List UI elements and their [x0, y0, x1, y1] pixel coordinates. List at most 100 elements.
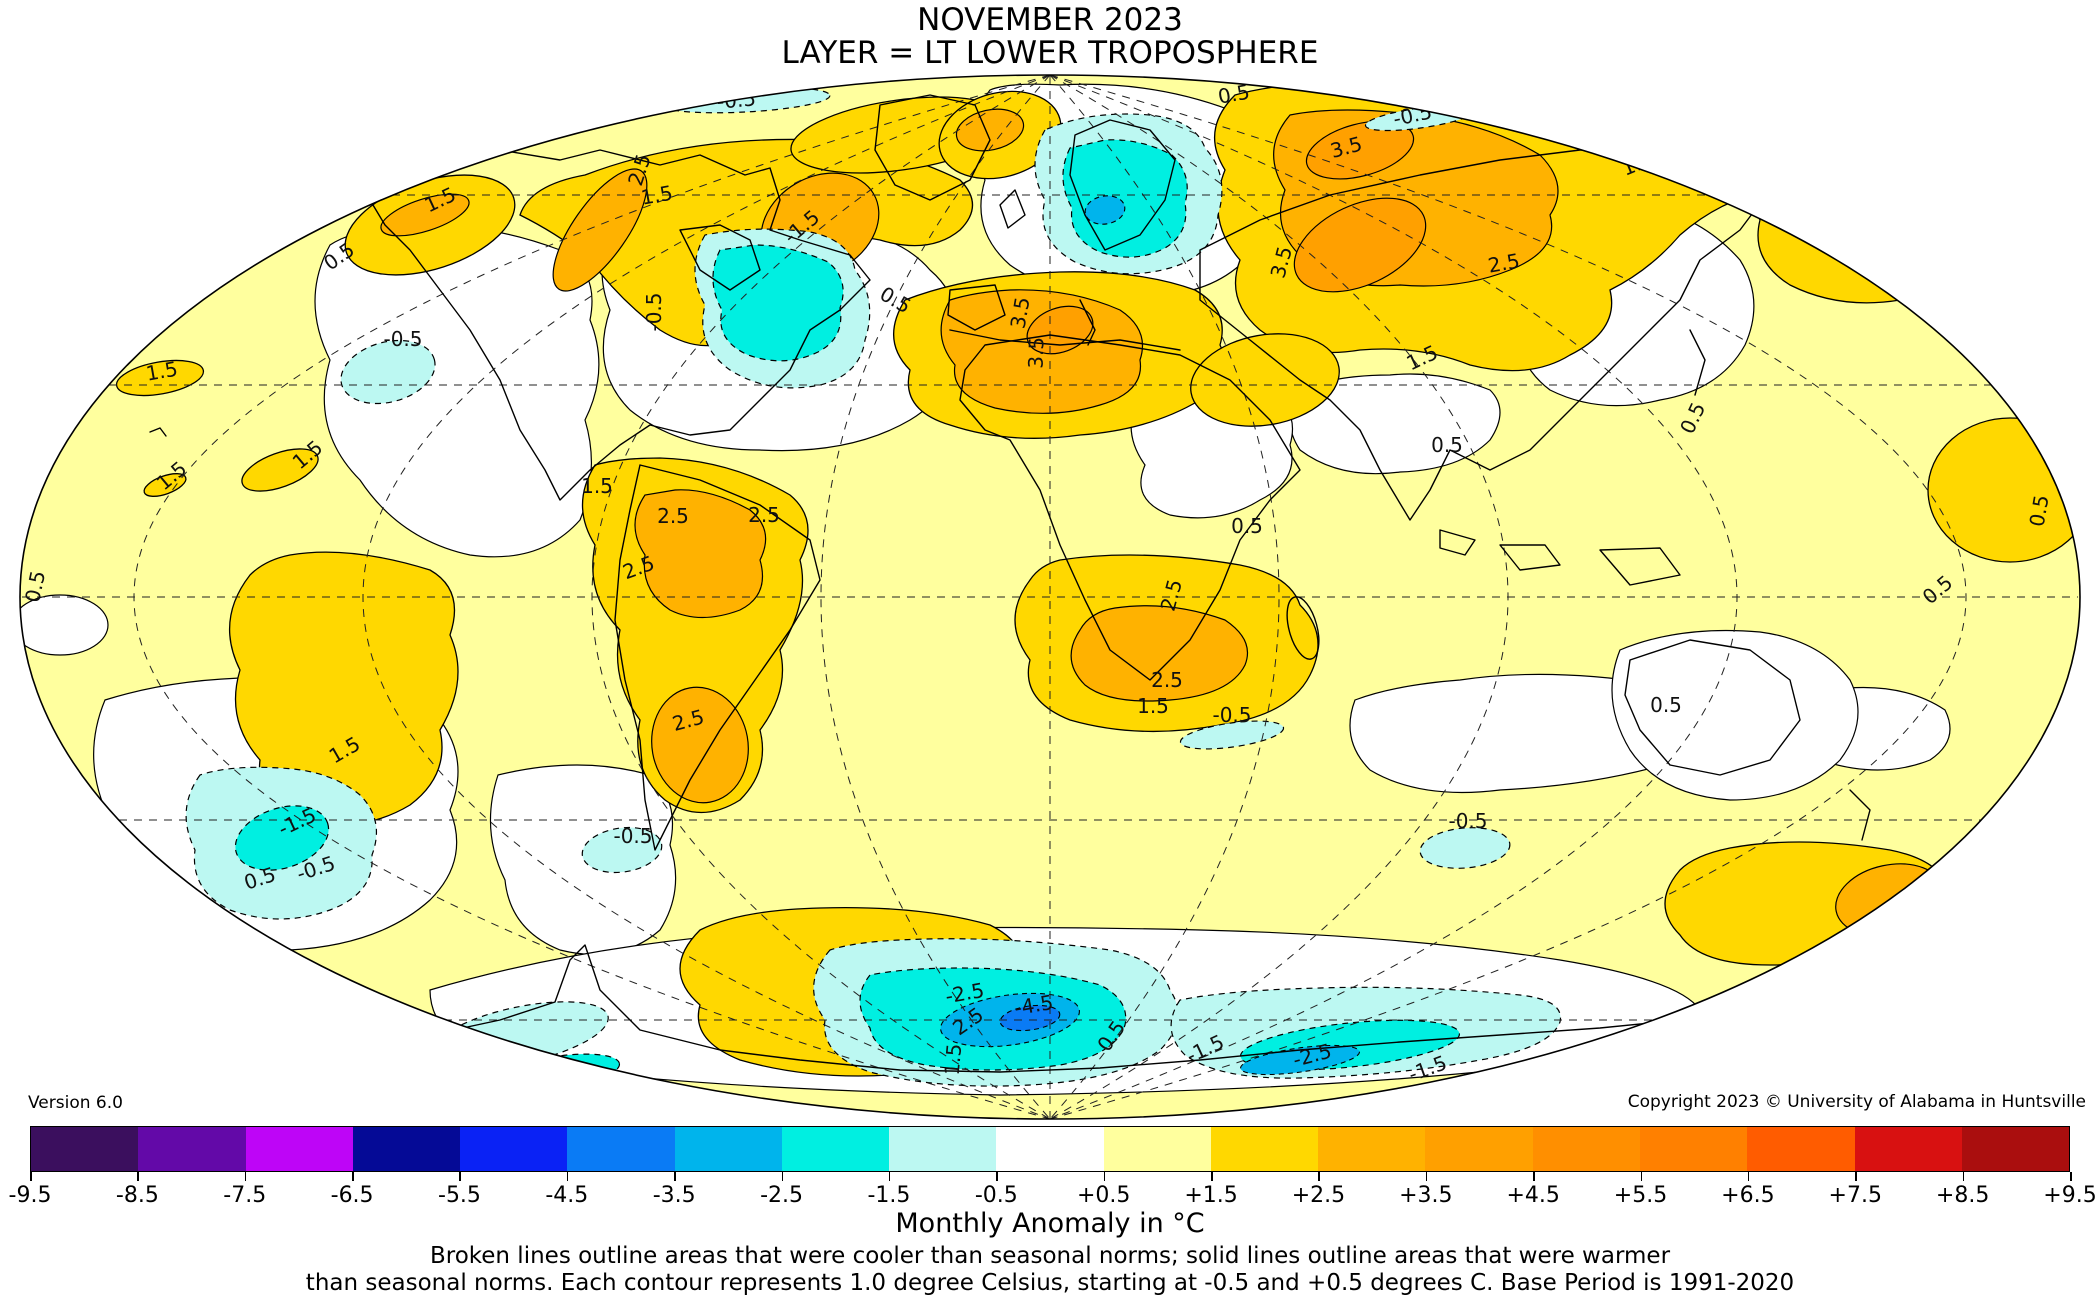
- contour-label: -0.5: [383, 327, 422, 351]
- colorbar-segment: [352, 1127, 461, 1171]
- colorbar-segment: [1961, 1127, 2070, 1171]
- contour-label: 0.5: [1431, 433, 1463, 457]
- colorbar-tick: [1747, 1172, 1750, 1181]
- colorbar-tick: [2070, 1172, 2072, 1181]
- colorbar-segment: [1210, 1127, 1319, 1171]
- colorbar-tick: [1103, 1172, 1106, 1181]
- contour-label: 1.5: [1989, 184, 2029, 221]
- contour-label: 2.5: [657, 504, 689, 528]
- anomaly-map: 0.5 -0.51.52.51.50.5-0.5-0.5-1.50.50.5-0.…: [19, 74, 2081, 1120]
- colorbar-tick-labels: -9.5 -8.5 -7.5 -6.5 -5.5 -4.5 -3.5 -2.5 -1.5 -0.5…: [0, 1183, 2100, 1211]
- contour-label: -0.5: [1448, 809, 1487, 833]
- copyright-label: Copyright 2023 © University of Alabama i…: [1627, 1092, 2086, 1112]
- colorbar-tick: [888, 1172, 891, 1181]
- colorbar-tick-label: +5.5: [1613, 1183, 1668, 1208]
- map-outline: [19, 74, 2081, 1120]
- colorbar-tick-label: -6.5: [330, 1183, 374, 1208]
- colorbar-segment: [31, 1127, 139, 1171]
- colorbar-segment: [138, 1127, 246, 1171]
- colorbar-tick: [459, 1172, 461, 1181]
- contour-label: 0.5: [1231, 514, 1263, 538]
- colorbar-segment: [674, 1127, 782, 1171]
- colorbar-tick-label: +8.5: [1935, 1183, 1990, 1208]
- contour-label: 1.5: [639, 181, 674, 210]
- colorbar-tick: [1855, 1172, 1857, 1181]
- colorbar-segment: [1532, 1127, 1640, 1171]
- colorbar-segment: [1639, 1127, 1748, 1171]
- colorbar-segment: [245, 1127, 353, 1171]
- colorbar-tick: [244, 1172, 247, 1181]
- colorbar-tick-label: -0.5: [974, 1183, 1018, 1208]
- colorbar-tick: [1962, 1172, 1965, 1181]
- map-title: NOVEMBER 2023 LAYER = LT LOWER TROPOSPHE…: [0, 4, 2100, 69]
- colorbar-tick-label: +3.5: [1399, 1183, 1453, 1208]
- colorbar-segment: [996, 1127, 1104, 1171]
- colorbar-tick: [1318, 1172, 1320, 1181]
- colorbar-tick: [1533, 1172, 1535, 1181]
- colorbar-segment: [781, 1127, 890, 1171]
- colorbar-tick: [30, 1172, 32, 1181]
- colorbar-segment: [1425, 1127, 1533, 1171]
- colorbar-tick-label: -2.5: [760, 1183, 804, 1208]
- colorbar-tick-label: +0.5: [1076, 1183, 1131, 1208]
- colorbar-segment: [1318, 1127, 1426, 1171]
- contour-label: 1.5: [940, 1042, 967, 1076]
- colorbar-segment: [889, 1127, 997, 1171]
- colorbar-tick-label: +7.5: [1828, 1183, 1882, 1208]
- contour-label: 1.5: [1137, 694, 1169, 718]
- colorbar-tick-label: -3.5: [652, 1183, 696, 1208]
- colorbar-tick-label: +9.5: [2043, 1183, 2097, 1208]
- colorbar-ticks: [0, 1172, 2100, 1182]
- contour-label: 2.5: [1486, 249, 1521, 278]
- colorbar-tick-label: -4.5: [545, 1183, 589, 1208]
- warm-anomaly-regions: [115, 79, 2080, 1077]
- contour-label: 1.5: [581, 474, 613, 498]
- colorbar-tick-label: -9.5: [8, 1183, 52, 1208]
- colorbar: [30, 1126, 2070, 1172]
- colorbar-segment: [567, 1127, 675, 1171]
- caption-line2: than seasonal norms. Each contour repres…: [305, 1270, 1795, 1296]
- contour-label: 3.5: [1006, 295, 1035, 330]
- colorbar-tick: [1640, 1172, 1643, 1181]
- contour-label: -0.5: [642, 292, 666, 331]
- colorbar-tick-label: +6.5: [1721, 1183, 1775, 1208]
- contour-label: 2.5: [1151, 668, 1183, 692]
- colorbar-tick: [137, 1172, 139, 1181]
- colorbar-tick: [996, 1172, 998, 1181]
- colorbar-tick: [674, 1172, 676, 1181]
- colorbar-tick-label: -7.5: [223, 1183, 267, 1208]
- title-layer: LAYER = LT LOWER TROPOSPHERE: [781, 34, 1319, 71]
- colorbar-tick: [1425, 1172, 1428, 1181]
- contour-label: 3.5: [1023, 336, 1048, 369]
- colorbar-tick-label: +2.5: [1291, 1183, 1346, 1208]
- colorbar-tick: [352, 1172, 354, 1181]
- colorbar-tick: [1211, 1172, 1213, 1181]
- graticule: [22, 75, 2078, 1119]
- colorbar-tick-label: -5.5: [438, 1183, 481, 1208]
- contour-label: 0.5: [525, 76, 561, 106]
- title-month: NOVEMBER 2023: [917, 2, 1183, 38]
- coastlines: [149, 94, 1871, 1073]
- contour-label: 0.5: [2025, 493, 2054, 528]
- colorbar-tick-label: -1.5: [867, 1183, 911, 1208]
- colorbar-segment: [460, 1127, 568, 1171]
- colorbar-tick: [566, 1172, 569, 1181]
- colorbar-title: Monthly Anomaly in °C: [895, 1208, 1205, 1239]
- contour-label: 1.5: [144, 357, 179, 386]
- colorbar-tick: [781, 1172, 784, 1181]
- colorbar-segments: [31, 1127, 2070, 1171]
- colorbar-tick-label: -8.5: [115, 1183, 159, 1208]
- contour-label: 2.5: [748, 503, 780, 527]
- version-label: Version 6.0: [28, 1093, 123, 1113]
- caption-line1: Broken lines outline areas that were coo…: [429, 1243, 1671, 1269]
- colorbar-segment: [1747, 1127, 1855, 1171]
- contour-label: -0.5: [1212, 703, 1251, 727]
- colorbar-segment: [1103, 1127, 1211, 1171]
- colorbar-segment: [1854, 1127, 1962, 1171]
- colorbar-tick-label: +1.5: [1184, 1183, 1238, 1208]
- contour-label: -0.5: [613, 824, 652, 848]
- colorbar-tick-label: +4.5: [1506, 1183, 1560, 1208]
- cool-anomaly-regions: [185, 86, 1562, 1091]
- contour-label: 0.5: [1650, 693, 1682, 717]
